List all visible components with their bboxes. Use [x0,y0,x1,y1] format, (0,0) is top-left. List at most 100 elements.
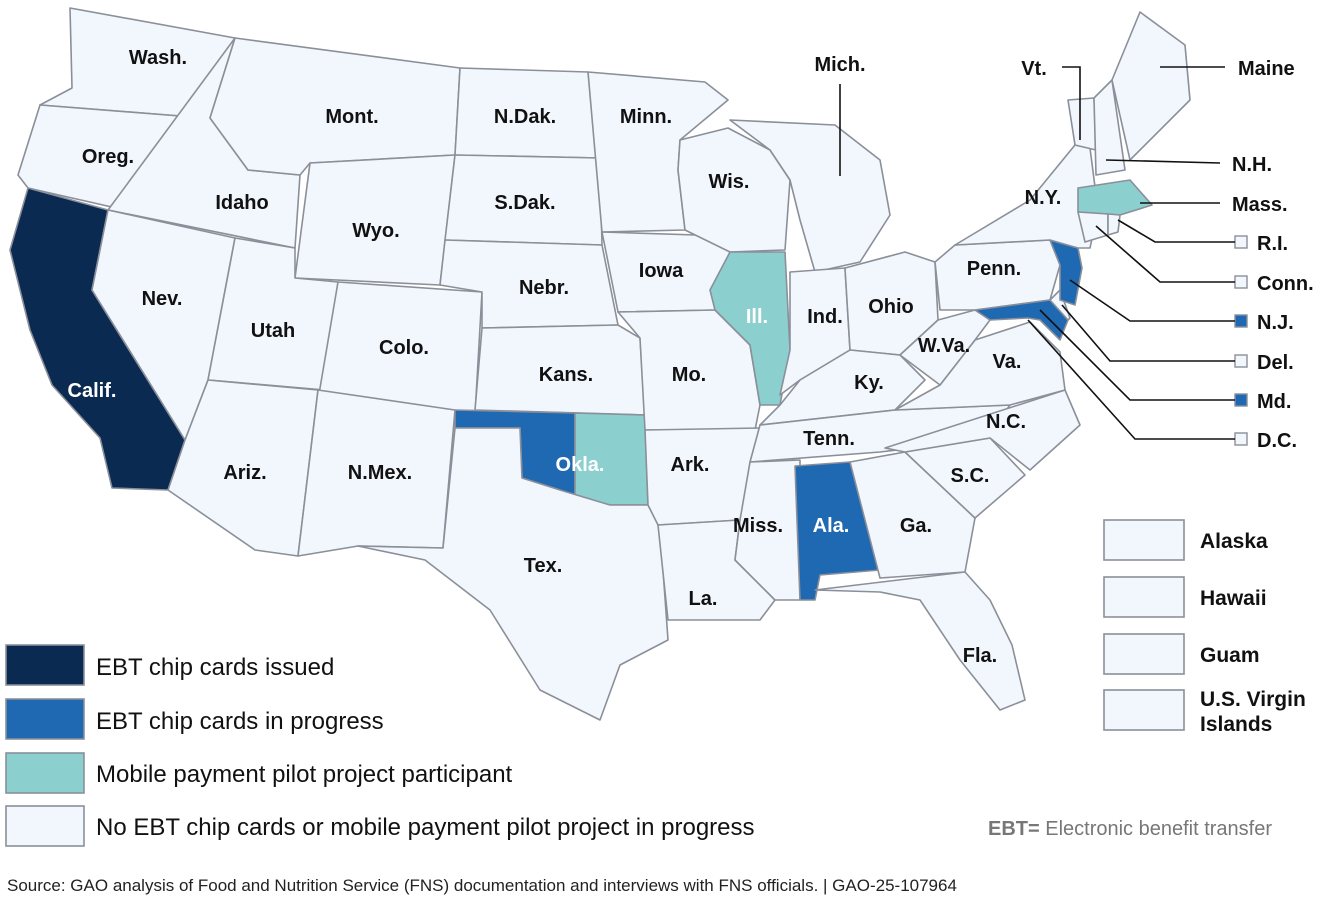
leader-nj [1069,279,1235,322]
territories-legend: Alaska Hawaii Guam U.S. Virgin Islands [1103,519,1306,736]
label-ohio: Ohio [868,296,914,318]
label-mont: Mont. [325,106,378,128]
legend-label-pilot: Mobile payment pilot project participant [96,761,513,788]
label-miss: Miss. [733,515,783,537]
state-ill [709,251,791,406]
territory-label-alaska: Alaska [1200,530,1268,553]
label-calif: Calif. [68,380,117,402]
label-nebr: Nebr. [519,277,569,299]
leader-vt [1062,66,1081,140]
state-wis [677,127,791,253]
state-vt [1067,97,1097,151]
label-kans: Kans. [539,364,593,386]
label-conn: Conn. [1257,273,1314,295]
swatch-dc [1234,432,1248,446]
label-mich: Mich. [814,54,865,76]
territory-swatch-hawaii [1103,576,1185,618]
label-del: Del. [1257,352,1294,374]
leader-ri [1117,219,1235,243]
abbreviation-term: EBT= [988,818,1040,840]
label-nmex: N.Mex. [348,462,412,484]
legend-label-none: No EBT chip cards or mobile payment pilo… [96,814,755,841]
label-sc: S.C. [951,465,990,487]
label-okla: Okla. [556,454,605,476]
leader-del [1061,304,1235,362]
source-note: Source: GAO analysis of Food and Nutriti… [7,876,957,895]
legend-swatch-in-progress [5,698,85,740]
leader-dc [1027,319,1235,440]
label-utah: Utah [251,320,295,342]
state-mich [729,119,891,273]
state-shapes [9,7,1191,721]
label-maine: Maine [1238,58,1295,80]
state-labels: Wash. Oreg. Calif. Idaho Nev. Mont. Wyo.… [68,47,1062,667]
label-sdak: S.Dak. [494,192,555,214]
swatch-conn [1234,275,1248,289]
state-fla [814,571,1026,711]
label-fla: Fla. [963,645,997,667]
label-wash: Wash. [129,47,187,69]
callouts: Mich. Vt. Maine N.H. Mass. R.I. Conn. N.… [814,54,1313,452]
leader-md [1039,309,1235,401]
label-md: Md. [1257,391,1291,413]
state-del [1049,289,1071,321]
territory-swatch-usvi [1103,689,1185,731]
label-tex: Tex. [524,555,563,577]
state-tex [357,427,669,721]
legend-label-in-progress: EBT chip cards in progress [96,708,384,735]
label-ndak: N.Dak. [494,106,556,128]
state-miss [734,459,801,601]
label-tenn: Tenn. [803,428,855,450]
label-minn: Minn. [620,106,672,128]
label-penn: Penn. [967,258,1021,280]
legend: EBT chip cards issued EBT chip cards in … [5,644,755,847]
swatch-md [1234,393,1248,407]
label-ark: Ark. [671,454,710,476]
label-va: Va. [993,351,1022,373]
legend-label-issued: EBT chip cards issued [96,654,334,681]
territory-label-guam: Guam [1200,644,1260,667]
territory-label-usvi-line2: Islands [1200,713,1272,736]
label-ri: R.I. [1257,233,1288,255]
label-ariz: Ariz. [223,462,266,484]
label-ill: Ill. [746,306,768,328]
label-la: La. [689,588,718,610]
leader-nh [1105,159,1221,164]
legend-swatch-issued [5,644,85,686]
swatch-nj [1234,314,1248,328]
state-ga [849,451,976,579]
state-mass [1077,179,1153,216]
label-wva: W.Va. [918,335,970,357]
state-nh [1093,79,1126,176]
swatch-del [1234,354,1248,368]
label-nev: Nev. [142,288,183,310]
label-ind: Ind. [807,306,843,328]
label-nj: N.J. [1257,312,1294,334]
label-wis: Wis. [709,171,750,193]
label-mo: Mo. [672,364,706,386]
label-nc: N.C. [986,411,1026,433]
abbreviation-note: EBT= Electronic benefit transfer [988,818,1272,841]
label-wyo: Wyo. [352,220,399,242]
state-maine [1111,11,1191,161]
territory-label-usvi-line1: U.S. Virgin [1200,688,1306,711]
state-ri [1107,213,1121,236]
territory-label-hawaii: Hawaii [1200,587,1267,610]
label-dc: D.C. [1257,430,1297,452]
label-oreg: Oreg. [82,146,134,168]
leader-conn [1095,225,1235,283]
label-ga: Ga. [900,515,932,537]
legend-swatch-pilot [5,752,85,794]
label-colo: Colo. [379,337,429,359]
label-ala: Ala. [813,515,850,537]
label-mass: Mass. [1232,194,1288,216]
territory-swatch-alaska [1103,519,1185,561]
abbreviation-definition: Electronic benefit transfer [1039,818,1273,840]
label-nh: N.H. [1232,154,1272,176]
label-ky: Ky. [854,372,884,394]
label-iowa: Iowa [639,260,684,282]
label-ny: N.Y. [1025,187,1062,209]
swatch-ri [1234,235,1248,249]
legend-swatch-none [5,805,85,847]
